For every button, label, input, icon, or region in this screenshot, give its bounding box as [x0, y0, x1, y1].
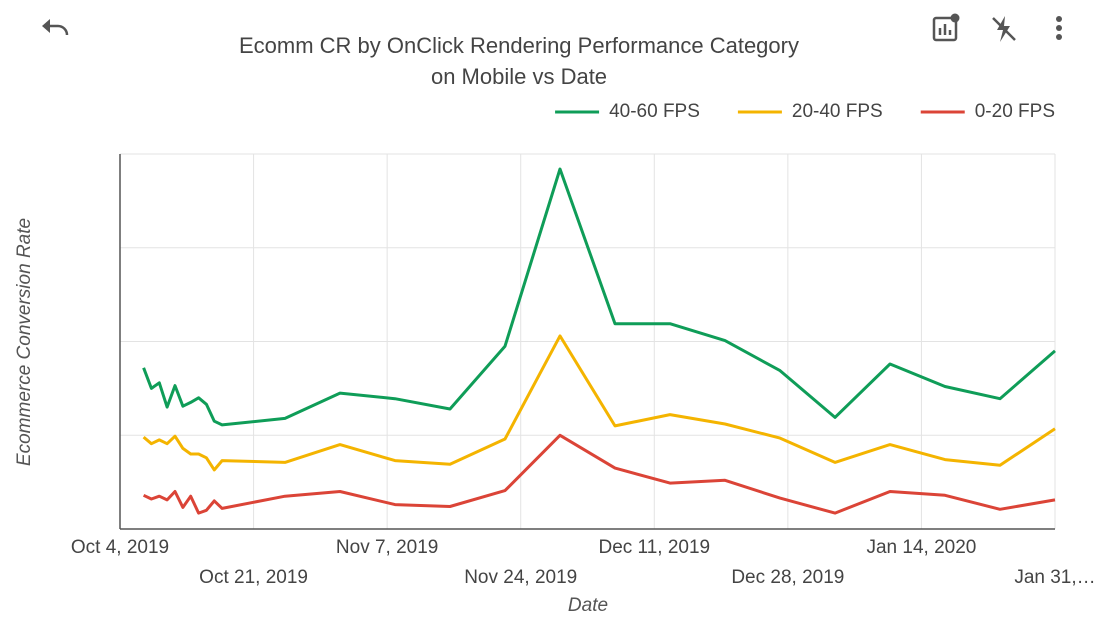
x-tick-label: Dec 28, 2019	[731, 567, 844, 588]
x-axis-title: Date	[568, 595, 608, 616]
more-menu-button[interactable]	[1056, 16, 1062, 40]
x-tick-label: Oct 21, 2019	[199, 567, 308, 588]
legend-label: 40-60 FPS	[609, 101, 700, 122]
chart-title: Ecomm CR by OnClick Rendering Performanc…	[239, 33, 799, 58]
x-tick-label: Oct 4, 2019	[71, 537, 169, 558]
x-tick-label: Dec 11, 2019	[598, 537, 710, 558]
x-tick-label: Nov 24, 2019	[464, 567, 577, 588]
x-tick-label: Jan 14, 2020	[866, 537, 976, 558]
quick-filter-button[interactable]	[992, 16, 1016, 42]
x-tick-label: Jan 31,…	[1014, 567, 1095, 588]
chart-settings-button[interactable]	[932, 13, 960, 42]
series-line	[142, 334, 1056, 472]
legend-label: 20-40 FPS	[792, 101, 883, 122]
series-line	[142, 433, 1056, 515]
chart-title: on Mobile vs Date	[431, 64, 607, 89]
x-tick-label: Nov 7, 2019	[336, 537, 438, 558]
legend-label: 0-20 FPS	[975, 101, 1055, 122]
series-line	[142, 167, 1056, 427]
y-axis-title: Ecommerce Conversion Rate	[14, 218, 35, 466]
undo-button[interactable]	[42, 19, 69, 36]
